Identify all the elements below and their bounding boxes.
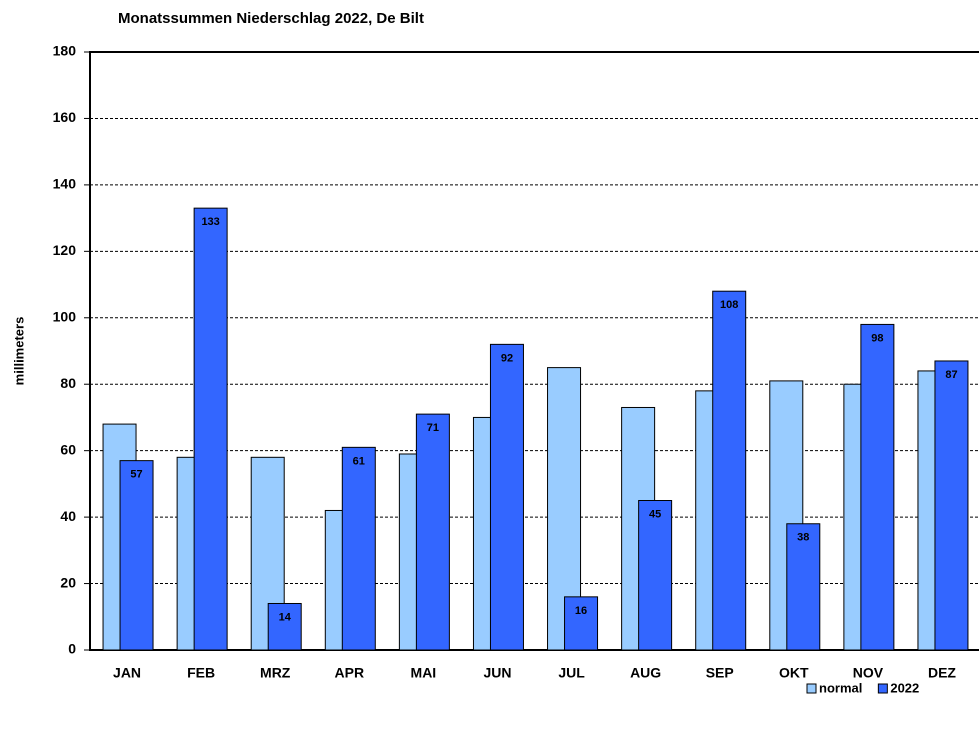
y-tick-label: 60 — [60, 441, 76, 457]
data-label: 108 — [720, 299, 738, 311]
y-tick-label: 100 — [53, 308, 77, 324]
data-label: 133 — [201, 216, 219, 228]
bar — [119, 460, 154, 651]
bar — [267, 602, 302, 651]
bar — [564, 596, 599, 651]
y-tick-label: 180 — [53, 43, 77, 59]
y-tick-label: 20 — [60, 574, 76, 590]
legend-swatch — [877, 683, 888, 694]
bar — [712, 290, 747, 651]
data-label: 87 — [945, 369, 957, 381]
chart-title: Monatssummen Niederschlag 2022, De Bilt — [118, 10, 424, 27]
bar — [193, 207, 228, 651]
data-label: 38 — [797, 532, 809, 544]
data-label: 71 — [427, 422, 439, 434]
bar — [489, 343, 524, 651]
x-tick-label: JUL — [558, 665, 585, 681]
bar — [341, 446, 376, 651]
data-label: 57 — [130, 469, 142, 481]
plot-border — [89, 51, 979, 651]
bar — [415, 413, 450, 651]
y-tick-label: 140 — [53, 176, 77, 192]
x-tick-label: JAN — [113, 665, 141, 681]
data-label: 92 — [501, 352, 513, 364]
data-label: 14 — [279, 611, 292, 623]
data-label: 45 — [649, 508, 661, 520]
y-tick-label: 40 — [60, 508, 76, 524]
y-tick-label: 120 — [53, 242, 77, 258]
y-axis-label: millimeters — [11, 317, 26, 386]
data-label: 16 — [575, 605, 587, 617]
x-tick-label: APR — [335, 665, 365, 681]
y-tick-label: 0 — [68, 641, 76, 657]
legend-label: 2022 — [890, 680, 919, 695]
x-tick-label: FEB — [187, 665, 215, 681]
data-label: 98 — [871, 332, 883, 344]
bar — [934, 360, 969, 651]
data-label: 61 — [353, 455, 365, 467]
bar — [786, 523, 821, 651]
x-tick-label: MAI — [411, 665, 437, 681]
x-tick-label: NOV — [853, 665, 884, 681]
y-tick-label: 160 — [53, 109, 77, 125]
x-tick-label: JUN — [483, 665, 511, 681]
bar — [860, 323, 895, 651]
x-tick-label: AUG — [630, 665, 661, 681]
x-tick-label: OKT — [779, 665, 809, 681]
y-tick-label: 80 — [60, 375, 76, 391]
x-tick-label: SEP — [706, 665, 734, 681]
bar — [638, 500, 673, 651]
x-tick-label: DEZ — [928, 665, 956, 681]
legend-label: normal — [819, 680, 862, 695]
legend-swatch — [806, 683, 817, 694]
x-tick-label: MRZ — [260, 665, 291, 681]
